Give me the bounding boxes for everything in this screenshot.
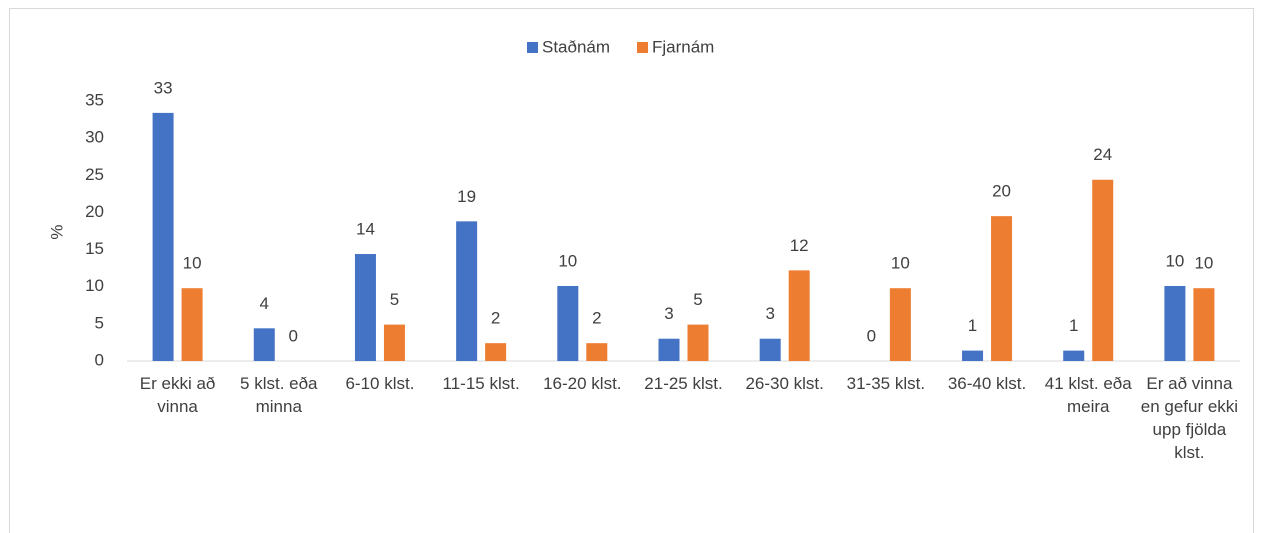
bar — [485, 343, 507, 361]
x-tick-label-box: 21-25 klst. — [644, 374, 723, 393]
data-label: 20 — [992, 182, 1011, 201]
bar — [759, 338, 781, 361]
legend-label: Staðnám — [542, 37, 610, 56]
x-tick-label: 5 klst. eða minna — [240, 374, 318, 416]
x-tick-label: 11-15 klst. — [442, 374, 520, 393]
y-axis-label: % — [47, 224, 66, 239]
x-tick-label: 31-35 klst. — [846, 374, 926, 393]
bar — [687, 324, 709, 361]
data-label: 14 — [356, 220, 375, 239]
x-tick-label-box: 26-30 klst. — [745, 374, 824, 393]
bar — [586, 343, 608, 361]
bar — [889, 288, 911, 361]
y-tick-label: 30 — [85, 128, 104, 147]
y-tick-label: 0 — [95, 350, 104, 369]
data-label: 5 — [693, 290, 702, 309]
bar — [354, 254, 376, 361]
data-label: 10 — [183, 254, 202, 273]
y-tick-label: 15 — [85, 239, 104, 258]
y-tick-label: 5 — [95, 313, 104, 332]
x-tick-label-box: 5 klst. eða minna — [240, 374, 318, 416]
bar — [1092, 179, 1114, 361]
bar — [557, 285, 579, 361]
x-tick-label: 26-30 klst. — [745, 374, 824, 393]
data-label: 2 — [592, 309, 601, 328]
x-tick-label-box: 16-20 klst. — [543, 374, 622, 393]
x-tick-label-box: 11-15 klst. — [442, 374, 520, 393]
bar — [253, 328, 275, 361]
x-tick-label-box: Er ekki að vinna — [139, 374, 216, 416]
data-label: 1 — [1069, 316, 1078, 335]
data-label: 0 — [289, 326, 298, 345]
data-label: 2 — [491, 309, 500, 328]
data-label: 3 — [664, 304, 673, 323]
data-label: 3 — [765, 304, 774, 323]
bar — [962, 350, 984, 361]
x-tick-label-box: 41 klst. eða meira — [1044, 374, 1132, 416]
x-tick-label: 16-20 klst. — [543, 374, 622, 393]
bar — [1193, 288, 1215, 361]
data-label: 10 — [558, 251, 577, 270]
y-tick-label: 25 — [85, 165, 104, 184]
data-label: 4 — [260, 294, 269, 313]
bar — [788, 270, 810, 361]
x-tick-label: Er að vinna en gefur ekki upp fjölda kls… — [1140, 374, 1239, 462]
x-tick-label: 21-25 klst. — [644, 374, 723, 393]
x-tick-label-box: 36-40 klst. — [947, 374, 1027, 393]
x-tick-label: 36-40 klst. — [947, 374, 1027, 393]
x-tick-label: 6-10 klst. — [345, 374, 415, 393]
x-tick-label-box: 31-35 klst. — [846, 374, 926, 393]
legend-label: Fjarnám — [652, 37, 714, 56]
y-tick-label: 20 — [85, 202, 104, 221]
data-label: 24 — [1093, 145, 1112, 164]
y-tick-label: 10 — [85, 276, 104, 295]
data-label: 10 — [1194, 254, 1213, 273]
data-label: 19 — [457, 187, 476, 206]
y-tick-label: 35 — [85, 90, 104, 109]
bar — [991, 216, 1013, 361]
data-label: 0 — [867, 326, 876, 345]
chart-frame — [9, 8, 1254, 533]
bar — [1164, 285, 1186, 361]
x-tick-label-box: Er að vinna en gefur ekki upp fjölda kls… — [1140, 374, 1239, 462]
data-label: 12 — [790, 236, 809, 255]
data-label: 10 — [891, 254, 910, 273]
data-label: 5 — [390, 290, 399, 309]
bar — [1063, 350, 1085, 361]
data-label: 10 — [1165, 251, 1184, 270]
x-tick-label: Er ekki að vinna — [139, 374, 216, 416]
bar — [181, 288, 203, 361]
legend-swatch — [637, 42, 648, 53]
x-tick-label: 41 klst. eða meira — [1044, 374, 1132, 416]
bar — [152, 112, 174, 361]
x-tick-label-box: 6-10 klst. — [345, 374, 415, 393]
data-label: 33 — [154, 78, 173, 97]
bar — [456, 221, 478, 361]
data-label: 1 — [968, 316, 977, 335]
legend-swatch — [527, 42, 538, 53]
bar — [658, 338, 680, 361]
bar — [383, 324, 405, 361]
